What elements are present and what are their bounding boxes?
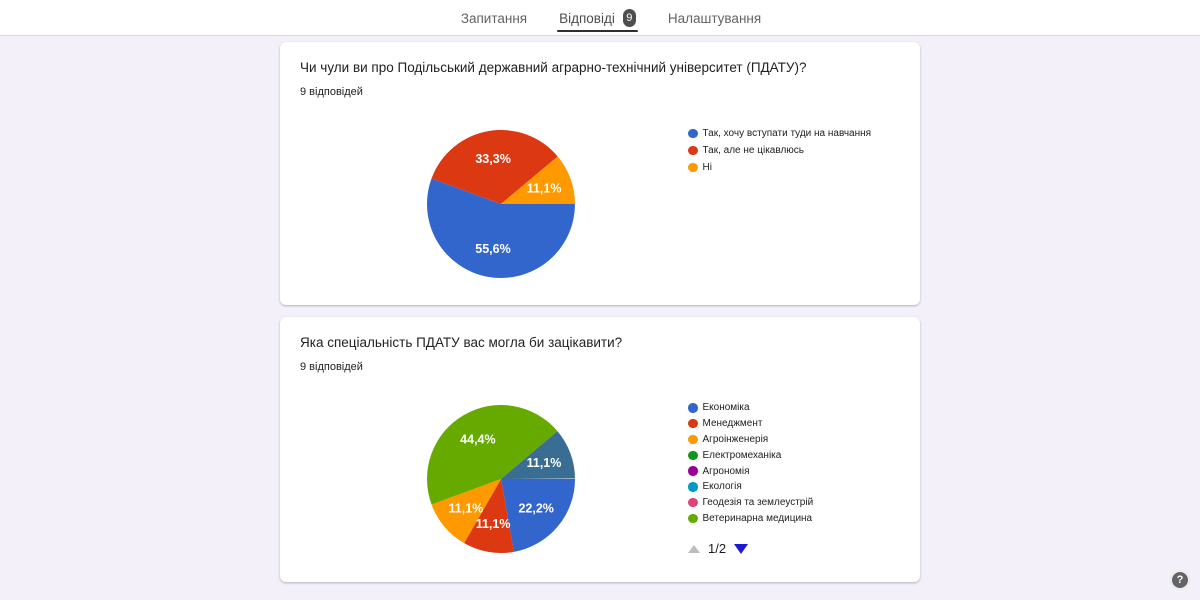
svg-text:22,2%: 22,2% [518, 502, 553, 516]
svg-text:11,1%: 11,1% [527, 456, 562, 470]
svg-text:33,3%: 33,3% [475, 152, 510, 166]
svg-text:11,1%: 11,1% [527, 181, 562, 195]
svg-text:11,1%: 11,1% [449, 502, 484, 516]
svg-text:11,1%: 11,1% [476, 517, 511, 531]
svg-text:55,6%: 55,6% [475, 242, 510, 256]
svg-text:44,4%: 44,4% [460, 432, 495, 446]
